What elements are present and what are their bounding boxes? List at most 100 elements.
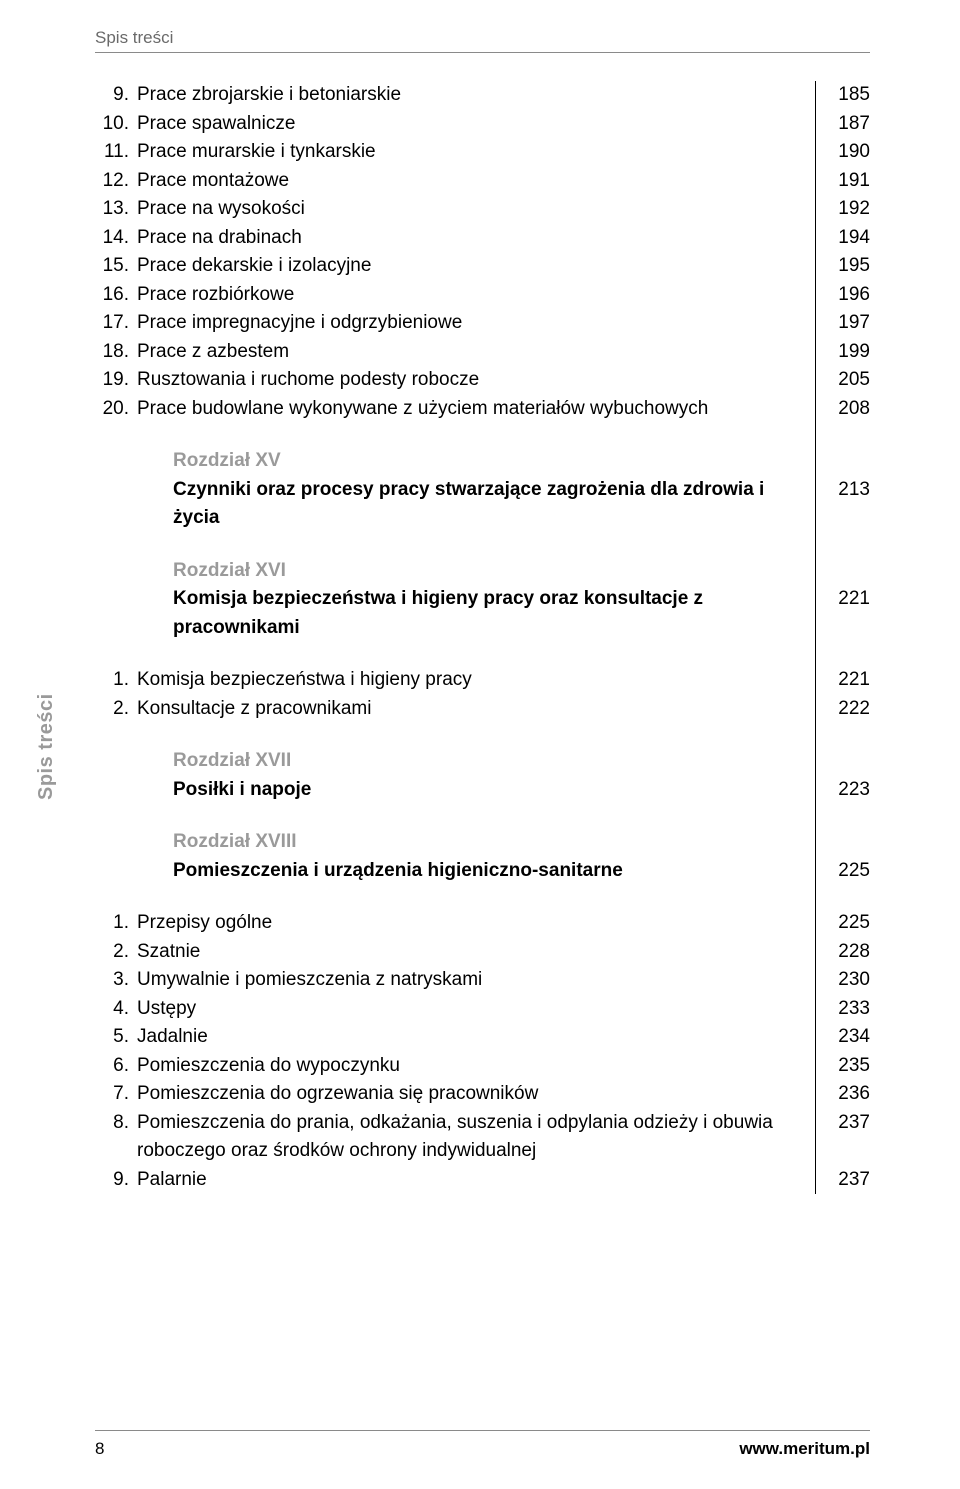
toc-row: 7.Pomieszczenia do ogrzewania się pracow…	[95, 1080, 870, 1109]
toc-row: 19.Rusztowania i ruchome podesty robocze…	[95, 366, 870, 395]
toc-label: Prace spawalnicze	[137, 110, 815, 139]
toc-row: 3.Umywalnie i pomieszczenia z natryskami…	[95, 966, 870, 995]
toc-page: 221	[816, 585, 870, 614]
toc-body: 9.Prace zbrojarskie i betoniarskie18510.…	[95, 81, 870, 1194]
toc-page: 230	[816, 966, 870, 995]
toc-page: 225	[816, 909, 870, 938]
toc-number: 6.	[95, 1052, 137, 1081]
toc-label: Palarnie	[137, 1166, 815, 1195]
toc-number: 13.	[95, 195, 137, 224]
toc-label: Ustępy	[137, 995, 815, 1024]
vertical-rule	[815, 747, 816, 776]
toc-number: 17.	[95, 309, 137, 338]
toc-label: Prace na wysokości	[137, 195, 815, 224]
toc-page: 187	[816, 110, 870, 139]
toc-row: 1.Przepisy ogólne225	[95, 909, 870, 938]
toc-row: 2.Szatnie228	[95, 938, 870, 967]
toc-row: 5.Jadalnie234	[95, 1023, 870, 1052]
footer-url: www.meritum.pl	[739, 1439, 870, 1459]
toc-number: 10.	[95, 110, 137, 139]
toc-label: Prace montażowe	[137, 167, 815, 196]
toc-row: Rozdział XVI	[95, 557, 870, 586]
toc-page: 192	[816, 195, 870, 224]
toc-row: 18.Prace z azbestem199	[95, 338, 870, 367]
running-head: Spis treści	[95, 28, 870, 53]
toc-label: Szatnie	[137, 938, 815, 967]
toc-label: Prace na drabinach	[137, 224, 815, 253]
toc-number: 9.	[95, 1166, 137, 1195]
toc-number: 14.	[95, 224, 137, 253]
toc-label: Pomieszczenia do wypoczynku	[137, 1052, 815, 1081]
toc-number: 4.	[95, 995, 137, 1024]
toc-label: Rusztowania i ruchome podesty robocze	[137, 366, 815, 395]
toc-page: 191	[816, 167, 870, 196]
toc-page: 185	[816, 81, 870, 110]
toc-page: 190	[816, 138, 870, 167]
toc-label: Prace impregnacyjne i odgrzybieniowe	[137, 309, 815, 338]
toc-page: 208	[816, 395, 870, 424]
toc-number: 19.	[95, 366, 137, 395]
toc-number: 1.	[95, 666, 137, 695]
toc-page: 222	[816, 695, 870, 724]
toc-label: Czynniki oraz procesy pracy stwarzające …	[137, 476, 815, 533]
toc-row: 16.Prace rozbiórkowe196	[95, 281, 870, 310]
toc-row: 11.Prace murarskie i tynkarskie190	[95, 138, 870, 167]
toc-number: 16.	[95, 281, 137, 310]
toc-row: 14.Prace na drabinach194	[95, 224, 870, 253]
toc-row: Rozdział XVIII	[95, 828, 870, 857]
toc-page: 234	[816, 1023, 870, 1052]
toc-label: Prace rozbiórkowe	[137, 281, 815, 310]
toc-page: 235	[816, 1052, 870, 1081]
toc-row: 10.Prace spawalnicze187	[95, 110, 870, 139]
toc-row: 4.Ustępy233	[95, 995, 870, 1024]
toc-label: Prace dekarskie i izolacyjne	[137, 252, 815, 281]
toc-page: 221	[816, 666, 870, 695]
toc-number: 9.	[95, 81, 137, 110]
toc-page: 196	[816, 281, 870, 310]
toc-row: Rozdział XVII	[95, 747, 870, 776]
toc-number: 18.	[95, 338, 137, 367]
toc-label: Umywalnie i pomieszczenia z natryskami	[137, 966, 815, 995]
toc-number: 12.	[95, 167, 137, 196]
toc-page: 199	[816, 338, 870, 367]
toc-row: Rozdział XV	[95, 447, 870, 476]
toc-label: Pomieszczenia do prania, odkażania, susz…	[137, 1109, 815, 1166]
toc-label: Komisja bezpieczeństwa i higieny pracy o…	[137, 585, 815, 642]
toc-page: 236	[816, 1080, 870, 1109]
toc-page: 237	[816, 1109, 870, 1138]
toc-label: Prace murarskie i tynkarskie	[137, 138, 815, 167]
toc-label: Jadalnie	[137, 1023, 815, 1052]
toc-label: Komisja bezpieczeństwa i higieny pracy	[137, 666, 815, 695]
toc-page: 205	[816, 366, 870, 395]
toc-row: 9.Palarnie237	[95, 1166, 870, 1195]
toc-label: Prace z azbestem	[137, 338, 815, 367]
toc-row: 15.Prace dekarskie i izolacyjne195	[95, 252, 870, 281]
toc-page: 233	[816, 995, 870, 1024]
toc-page: 195	[816, 252, 870, 281]
toc-row: 6.Pomieszczenia do wypoczynku235	[95, 1052, 870, 1081]
toc-row: Komisja bezpieczeństwa i higieny pracy o…	[95, 585, 870, 642]
toc-number: 5.	[95, 1023, 137, 1052]
vertical-rule	[815, 557, 816, 586]
toc-page: 213	[816, 476, 870, 505]
toc-row: Posiłki i napoje223	[95, 776, 870, 805]
toc-number: 20.	[95, 395, 137, 424]
toc-page: 237	[816, 1166, 870, 1195]
toc-page: 228	[816, 938, 870, 967]
toc-number: 7.	[95, 1080, 137, 1109]
toc-row: Pomieszczenia i urządzenia higieniczno-s…	[95, 857, 870, 886]
toc-page: 194	[816, 224, 870, 253]
toc-number: 3.	[95, 966, 137, 995]
toc-row: 17.Prace impregnacyjne i odgrzybieniowe1…	[95, 309, 870, 338]
vertical-rule	[815, 447, 816, 476]
toc-label: Rozdział XVIII	[137, 828, 815, 857]
toc-row: 13.Prace na wysokości192	[95, 195, 870, 224]
toc-number: 2.	[95, 938, 137, 967]
toc-row: 20.Prace budowlane wykonywane z użyciem …	[95, 395, 870, 424]
toc-page: 225	[816, 857, 870, 886]
toc-label: Prace zbrojarskie i betoniarskie	[137, 81, 815, 110]
toc-number: 15.	[95, 252, 137, 281]
toc-row: 2.Konsultacje z pracownikami222	[95, 695, 870, 724]
toc-row: 1.Komisja bezpieczeństwa i higieny pracy…	[95, 666, 870, 695]
footer-page-number: 8	[95, 1439, 104, 1459]
